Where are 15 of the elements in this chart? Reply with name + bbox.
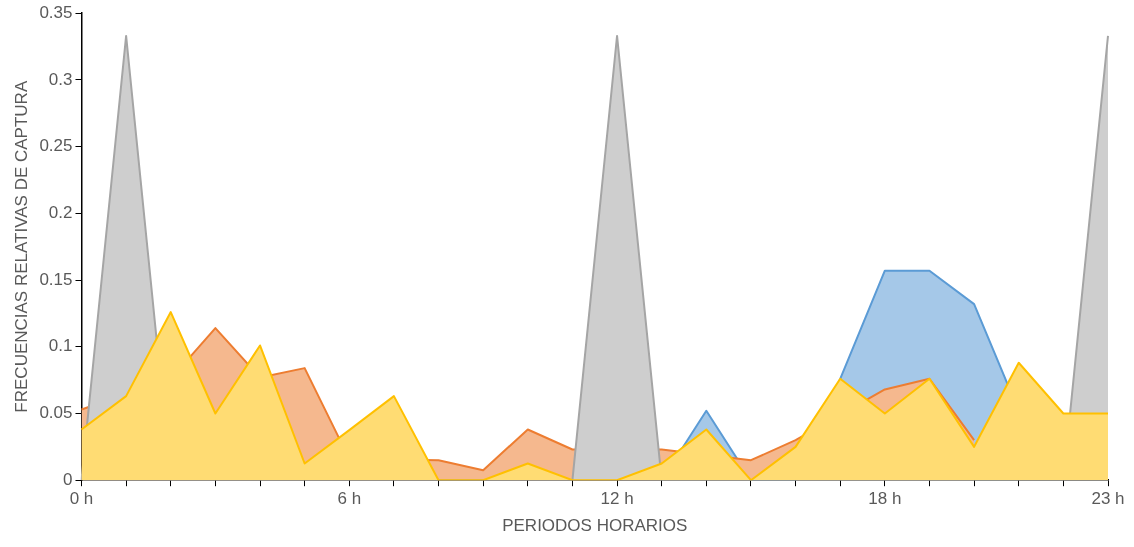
y-tick-label: 0.25 (39, 136, 73, 156)
y-tick-label: 0.2 (48, 203, 73, 223)
x-tick-label: 18 h (868, 489, 902, 509)
y-tick-label: 0 (63, 469, 73, 489)
x-tick-label: 6 h (337, 489, 362, 509)
y-tick-label: 0.15 (39, 269, 73, 289)
x-axis-title: PERIODOS HORARIOS (502, 516, 688, 536)
x-tick-label: 0 h (69, 489, 94, 509)
y-tick-label: 0.1 (48, 336, 73, 356)
y-tick-label: 0.3 (48, 69, 73, 89)
y-tick-label: 0.35 (39, 2, 73, 22)
y-tick-label: 0.05 (39, 403, 73, 423)
x-tick-label: 23 h (1091, 489, 1125, 509)
x-tick-label: 12 h (600, 489, 634, 509)
y-axis-title: FRECUENCIAS RELATIVAS DE CAPTURA (11, 80, 31, 413)
